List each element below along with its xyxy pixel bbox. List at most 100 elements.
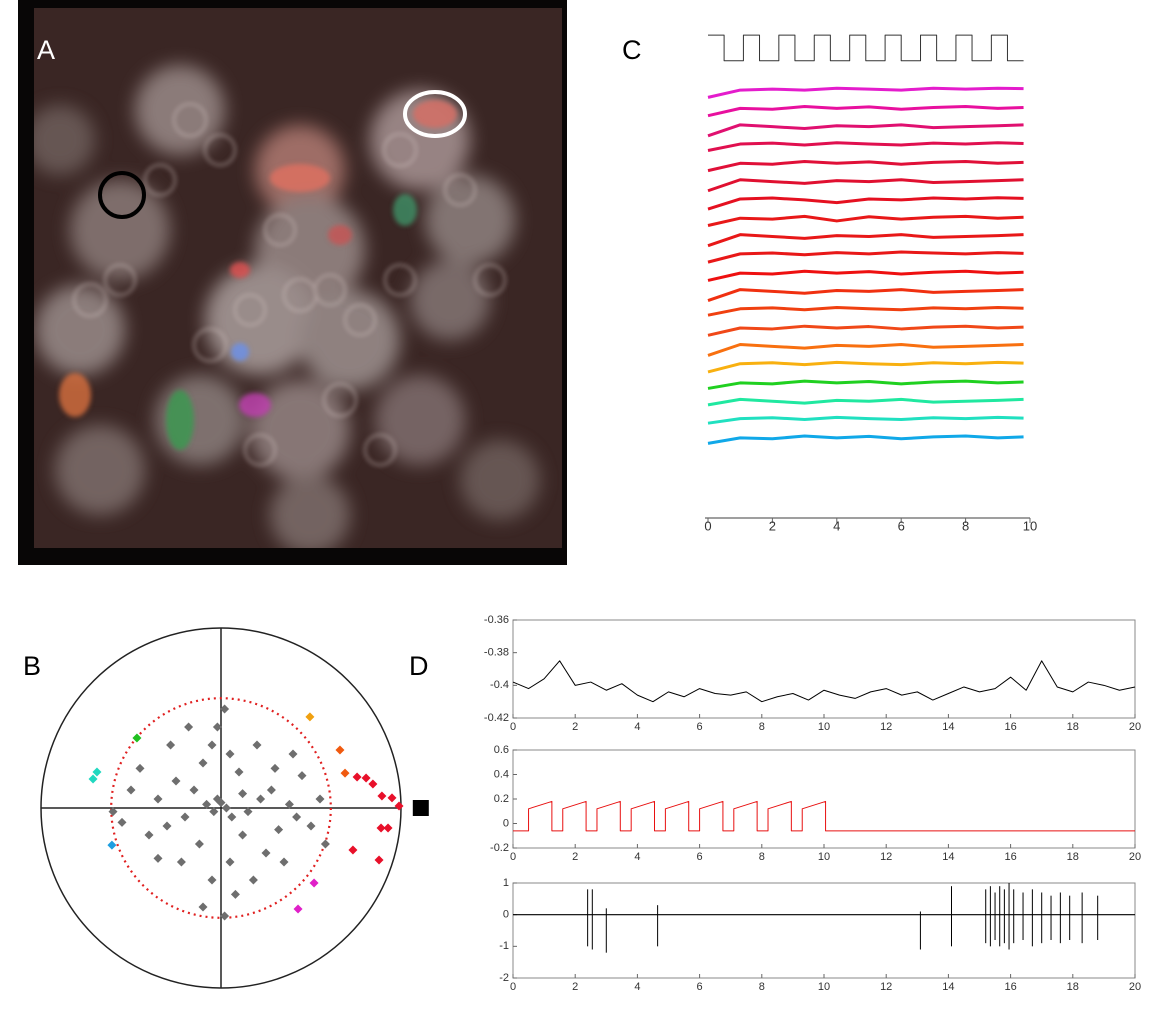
diamond-marker xyxy=(305,712,315,722)
x-tick-label: 12 xyxy=(880,851,892,863)
x-tick-label: 10 xyxy=(1023,518,1037,533)
diamond-marker xyxy=(368,779,378,789)
diamond-marker xyxy=(221,803,231,813)
x-tick-label: 4 xyxy=(833,518,840,533)
x-tick-label: 10 xyxy=(818,721,830,733)
x-tick-label: 16 xyxy=(1004,721,1016,733)
diamond-marker xyxy=(284,799,294,809)
diamond-marker xyxy=(238,830,248,840)
x-tick-label: 2 xyxy=(572,721,578,733)
diamond-marker xyxy=(252,740,262,750)
x-tick-label: 12 xyxy=(880,721,892,733)
x-tick-label: 16 xyxy=(1004,851,1016,863)
trace xyxy=(707,196,1024,211)
diamond-marker xyxy=(209,807,219,817)
x-tick-label: 14 xyxy=(942,851,954,863)
diamond-marker xyxy=(107,840,117,850)
diamond-marker xyxy=(297,771,307,781)
panel-label: A xyxy=(37,35,55,65)
diamond-marker xyxy=(227,812,237,822)
diamond-marker xyxy=(207,875,217,885)
diamond-marker xyxy=(394,801,404,811)
x-tick-label: 10 xyxy=(818,981,830,993)
trace xyxy=(707,159,1024,173)
diamond-marker xyxy=(162,821,172,831)
diamond-marker xyxy=(377,791,387,801)
x-tick-label: 0 xyxy=(510,981,516,993)
diamond-marker xyxy=(225,857,235,867)
x-tick-label: 14 xyxy=(942,981,954,993)
diamond-marker xyxy=(274,825,284,835)
panel-label: C xyxy=(622,35,642,65)
chart: 0 2 4 6 8 10 12 14 16 18 20 -2 -1 0 1 xyxy=(499,877,1141,993)
diamond-marker xyxy=(202,799,212,809)
diamond-marker xyxy=(189,785,199,795)
diamond-marker xyxy=(238,789,248,799)
diamond-marker xyxy=(153,853,163,863)
trace xyxy=(707,233,1024,248)
diamond-marker xyxy=(288,749,298,759)
x-tick-label: 8 xyxy=(962,518,969,533)
diamond-marker xyxy=(117,817,127,827)
diamond-marker xyxy=(108,807,118,817)
diamond-marker xyxy=(92,767,102,777)
diamond-marker xyxy=(335,745,345,755)
x-tick-label: 18 xyxy=(1067,721,1079,733)
diamond-marker xyxy=(352,772,362,782)
diamond-marker xyxy=(88,774,98,784)
diamond-marker xyxy=(207,740,217,750)
x-tick-label: 12 xyxy=(880,981,892,993)
trace xyxy=(707,86,1024,99)
diamond-marker xyxy=(248,875,258,885)
y-tick-label: 0.4 xyxy=(494,768,509,780)
trace xyxy=(512,660,1136,703)
diamond-marker xyxy=(126,785,136,795)
chart xyxy=(40,627,429,989)
x-tick-label: 0 xyxy=(510,851,516,863)
trace xyxy=(707,324,1024,337)
trace xyxy=(513,800,1135,832)
diamond-marker xyxy=(194,839,204,849)
x-tick-label: 0 xyxy=(704,518,711,533)
diamond-marker xyxy=(144,830,154,840)
diamond-marker xyxy=(348,845,358,855)
trace xyxy=(707,250,1024,264)
diamond-marker xyxy=(292,812,302,822)
y-tick-label: 0.6 xyxy=(494,744,509,756)
x-tick-label: 8 xyxy=(759,851,765,863)
diamond-marker xyxy=(220,704,230,714)
x-tick-label: 20 xyxy=(1129,721,1141,733)
y-tick-label: -0.2 xyxy=(490,842,509,854)
chart: 0 2 4 6 8 10 xyxy=(704,34,1037,533)
diamond-marker xyxy=(270,763,280,773)
trace xyxy=(708,34,1024,62)
trace xyxy=(707,360,1024,374)
diamond-marker xyxy=(225,749,235,759)
x-tick-label: 8 xyxy=(759,721,765,733)
diamond-marker xyxy=(315,794,325,804)
y-tick-label: 0 xyxy=(503,817,509,829)
trace xyxy=(707,269,1024,282)
diamond-marker xyxy=(166,740,176,750)
diamond-marker xyxy=(212,722,222,732)
x-tick-label: 18 xyxy=(1067,981,1079,993)
x-tick-label: 2 xyxy=(572,851,578,863)
diamond-marker xyxy=(361,773,371,783)
trace xyxy=(707,214,1024,227)
micrograph xyxy=(18,0,567,565)
plot-frame xyxy=(512,749,1136,849)
diamond-marker xyxy=(266,785,276,795)
trace xyxy=(707,415,1024,425)
diamond-marker xyxy=(230,889,240,899)
diamond-marker xyxy=(171,776,181,786)
x-tick-label: 6 xyxy=(697,981,703,993)
chart: 0 2 4 6 8 10 12 14 16 18 20 -0.42 -0.4 -0.38 -0.36 xyxy=(484,614,1141,733)
diamond-marker xyxy=(234,767,244,777)
x-tick-label: 14 xyxy=(942,721,954,733)
diamond-marker xyxy=(180,812,190,822)
diamond-marker xyxy=(340,768,350,778)
chart: 0 2 4 6 8 10 12 14 16 18 20-0.200.20.40.6 xyxy=(490,744,1141,863)
y-tick-label: -0.42 xyxy=(484,712,509,724)
trace xyxy=(707,379,1024,390)
